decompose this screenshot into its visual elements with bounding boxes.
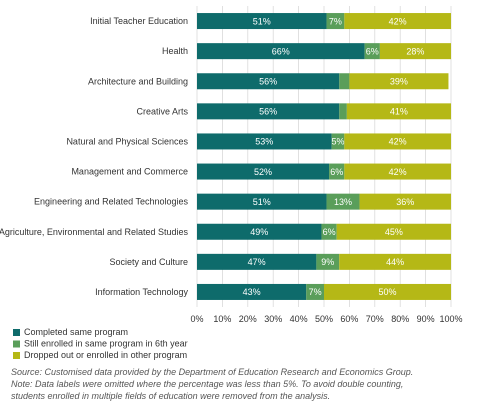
data-label: 42% <box>389 137 407 147</box>
bar-segment <box>339 103 347 120</box>
bar-segment <box>321 223 337 240</box>
category-label: Agriculture, Environmental and Related S… <box>0 227 188 237</box>
category-label: Society and Culture <box>109 257 188 267</box>
data-label: 51% <box>253 16 271 26</box>
data-label: 7% <box>309 287 322 297</box>
bar-segment <box>197 283 307 300</box>
data-label: 36% <box>396 197 414 207</box>
data-label: 43% <box>243 287 261 297</box>
bar-segment <box>197 253 317 270</box>
source-note: Source: Customised data provided by the … <box>11 366 471 402</box>
bar-segment <box>349 73 449 90</box>
data-label: 6% <box>323 227 336 237</box>
x-tick-label: 0% <box>190 314 203 324</box>
bar-segment <box>197 193 327 210</box>
data-label: 28% <box>406 46 424 56</box>
bar-segment <box>336 223 451 240</box>
bar-segment <box>326 193 360 210</box>
data-label: 42% <box>389 167 407 177</box>
x-tick-label: 70% <box>366 314 384 324</box>
bar-segment <box>197 103 340 120</box>
data-label: 50% <box>378 287 396 297</box>
data-label: 66% <box>272 46 290 56</box>
x-tick-label: 50% <box>315 314 333 324</box>
bars: 51% 7% 42% 66% 6% 28% 56% 39% 56% 41% 53% 5% 42% 52% 6… <box>197 13 451 300</box>
category-label: Architecture and Building <box>88 76 188 86</box>
data-label: 7% <box>329 16 342 26</box>
data-label: 56% <box>259 107 277 117</box>
data-label: 47% <box>248 257 266 267</box>
data-label: 49% <box>250 227 268 237</box>
bar-segment <box>346 103 451 120</box>
x-tick-label: 80% <box>391 314 409 324</box>
bar-segment <box>326 13 345 30</box>
legend-entry: Dropped out or enrolled in other program <box>24 350 187 360</box>
data-label: 9% <box>321 257 334 267</box>
x-tick-label: 30% <box>264 314 282 324</box>
data-label: 56% <box>259 76 277 86</box>
bar-segment <box>344 133 451 150</box>
legend-entry: Still enrolled in same program in 6th ye… <box>24 339 188 349</box>
data-label: 42% <box>389 16 407 26</box>
bar-segment <box>339 253 451 270</box>
bar-segment <box>197 223 322 240</box>
bar-segment <box>329 163 345 180</box>
legend-swatch <box>13 329 20 336</box>
bar-segment <box>324 283 451 300</box>
bar-segment <box>197 43 365 60</box>
category-label: Management and Commerce <box>71 167 188 177</box>
bar-segment <box>359 193 451 210</box>
data-label: 53% <box>255 137 273 147</box>
x-tick-label: 100% <box>439 314 462 324</box>
bar-segment <box>344 163 451 180</box>
data-label: 6% <box>366 46 379 56</box>
bar-segment <box>316 253 340 270</box>
bar-segment <box>331 133 345 150</box>
data-label: 39% <box>390 76 408 86</box>
legend-entry: Completed same program <box>24 327 128 337</box>
data-label: 44% <box>386 257 404 267</box>
category-label: Health <box>162 46 188 56</box>
legend-swatch <box>13 340 20 348</box>
bar-segment <box>364 43 380 60</box>
x-tick-label: 60% <box>340 314 358 324</box>
x-tick-label: 90% <box>417 314 435 324</box>
legend-swatch <box>13 352 20 359</box>
category-label: Initial Teacher Education <box>90 16 188 26</box>
bar-segment <box>379 43 451 60</box>
category-labels: Initial Teacher Education Health Architect… <box>0 16 188 297</box>
x-tick-label: 20% <box>239 314 257 324</box>
data-label: 52% <box>254 167 272 177</box>
bar-segment <box>197 133 332 150</box>
category-label: Information Technology <box>95 287 188 297</box>
category-label: Engineering and Related Technologies <box>34 197 188 207</box>
bar-segment <box>339 73 350 90</box>
source-line-2: Note: Data labels were omitted where the… <box>11 379 404 389</box>
legend: Completed same program Still enrolled in … <box>13 327 188 360</box>
bar-segment <box>197 13 327 30</box>
category-label: Creative Arts <box>136 106 188 116</box>
bar-segment <box>344 13 451 30</box>
data-label: 41% <box>390 107 408 117</box>
bar-segment <box>306 283 324 300</box>
data-label: 45% <box>385 227 403 237</box>
data-label: 51% <box>253 197 271 207</box>
x-tick-label: 40% <box>290 314 308 324</box>
source-line-1: Source: Customised data provided by the … <box>11 367 414 377</box>
data-label: 13% <box>334 197 352 207</box>
category-label: Natural and Physical Sciences <box>66 136 188 146</box>
bar-segment <box>197 163 330 180</box>
bar-segment <box>197 73 340 90</box>
source-line-3: students enrolled in multiple fields of … <box>11 391 331 401</box>
data-label: 5% <box>331 137 344 147</box>
stacked-bar-chart: 51% 7% 42% 66% 6% 28% 56% 39% 56% 41% 53% 5% 42% 52% 6… <box>0 6 463 360</box>
x-axis-ticks: 0% 10% 20% 30% 40% 50% 60% 70% 80% 90% 100% <box>190 314 462 324</box>
data-label: 6% <box>330 167 343 177</box>
x-tick-label: 10% <box>213 314 231 324</box>
